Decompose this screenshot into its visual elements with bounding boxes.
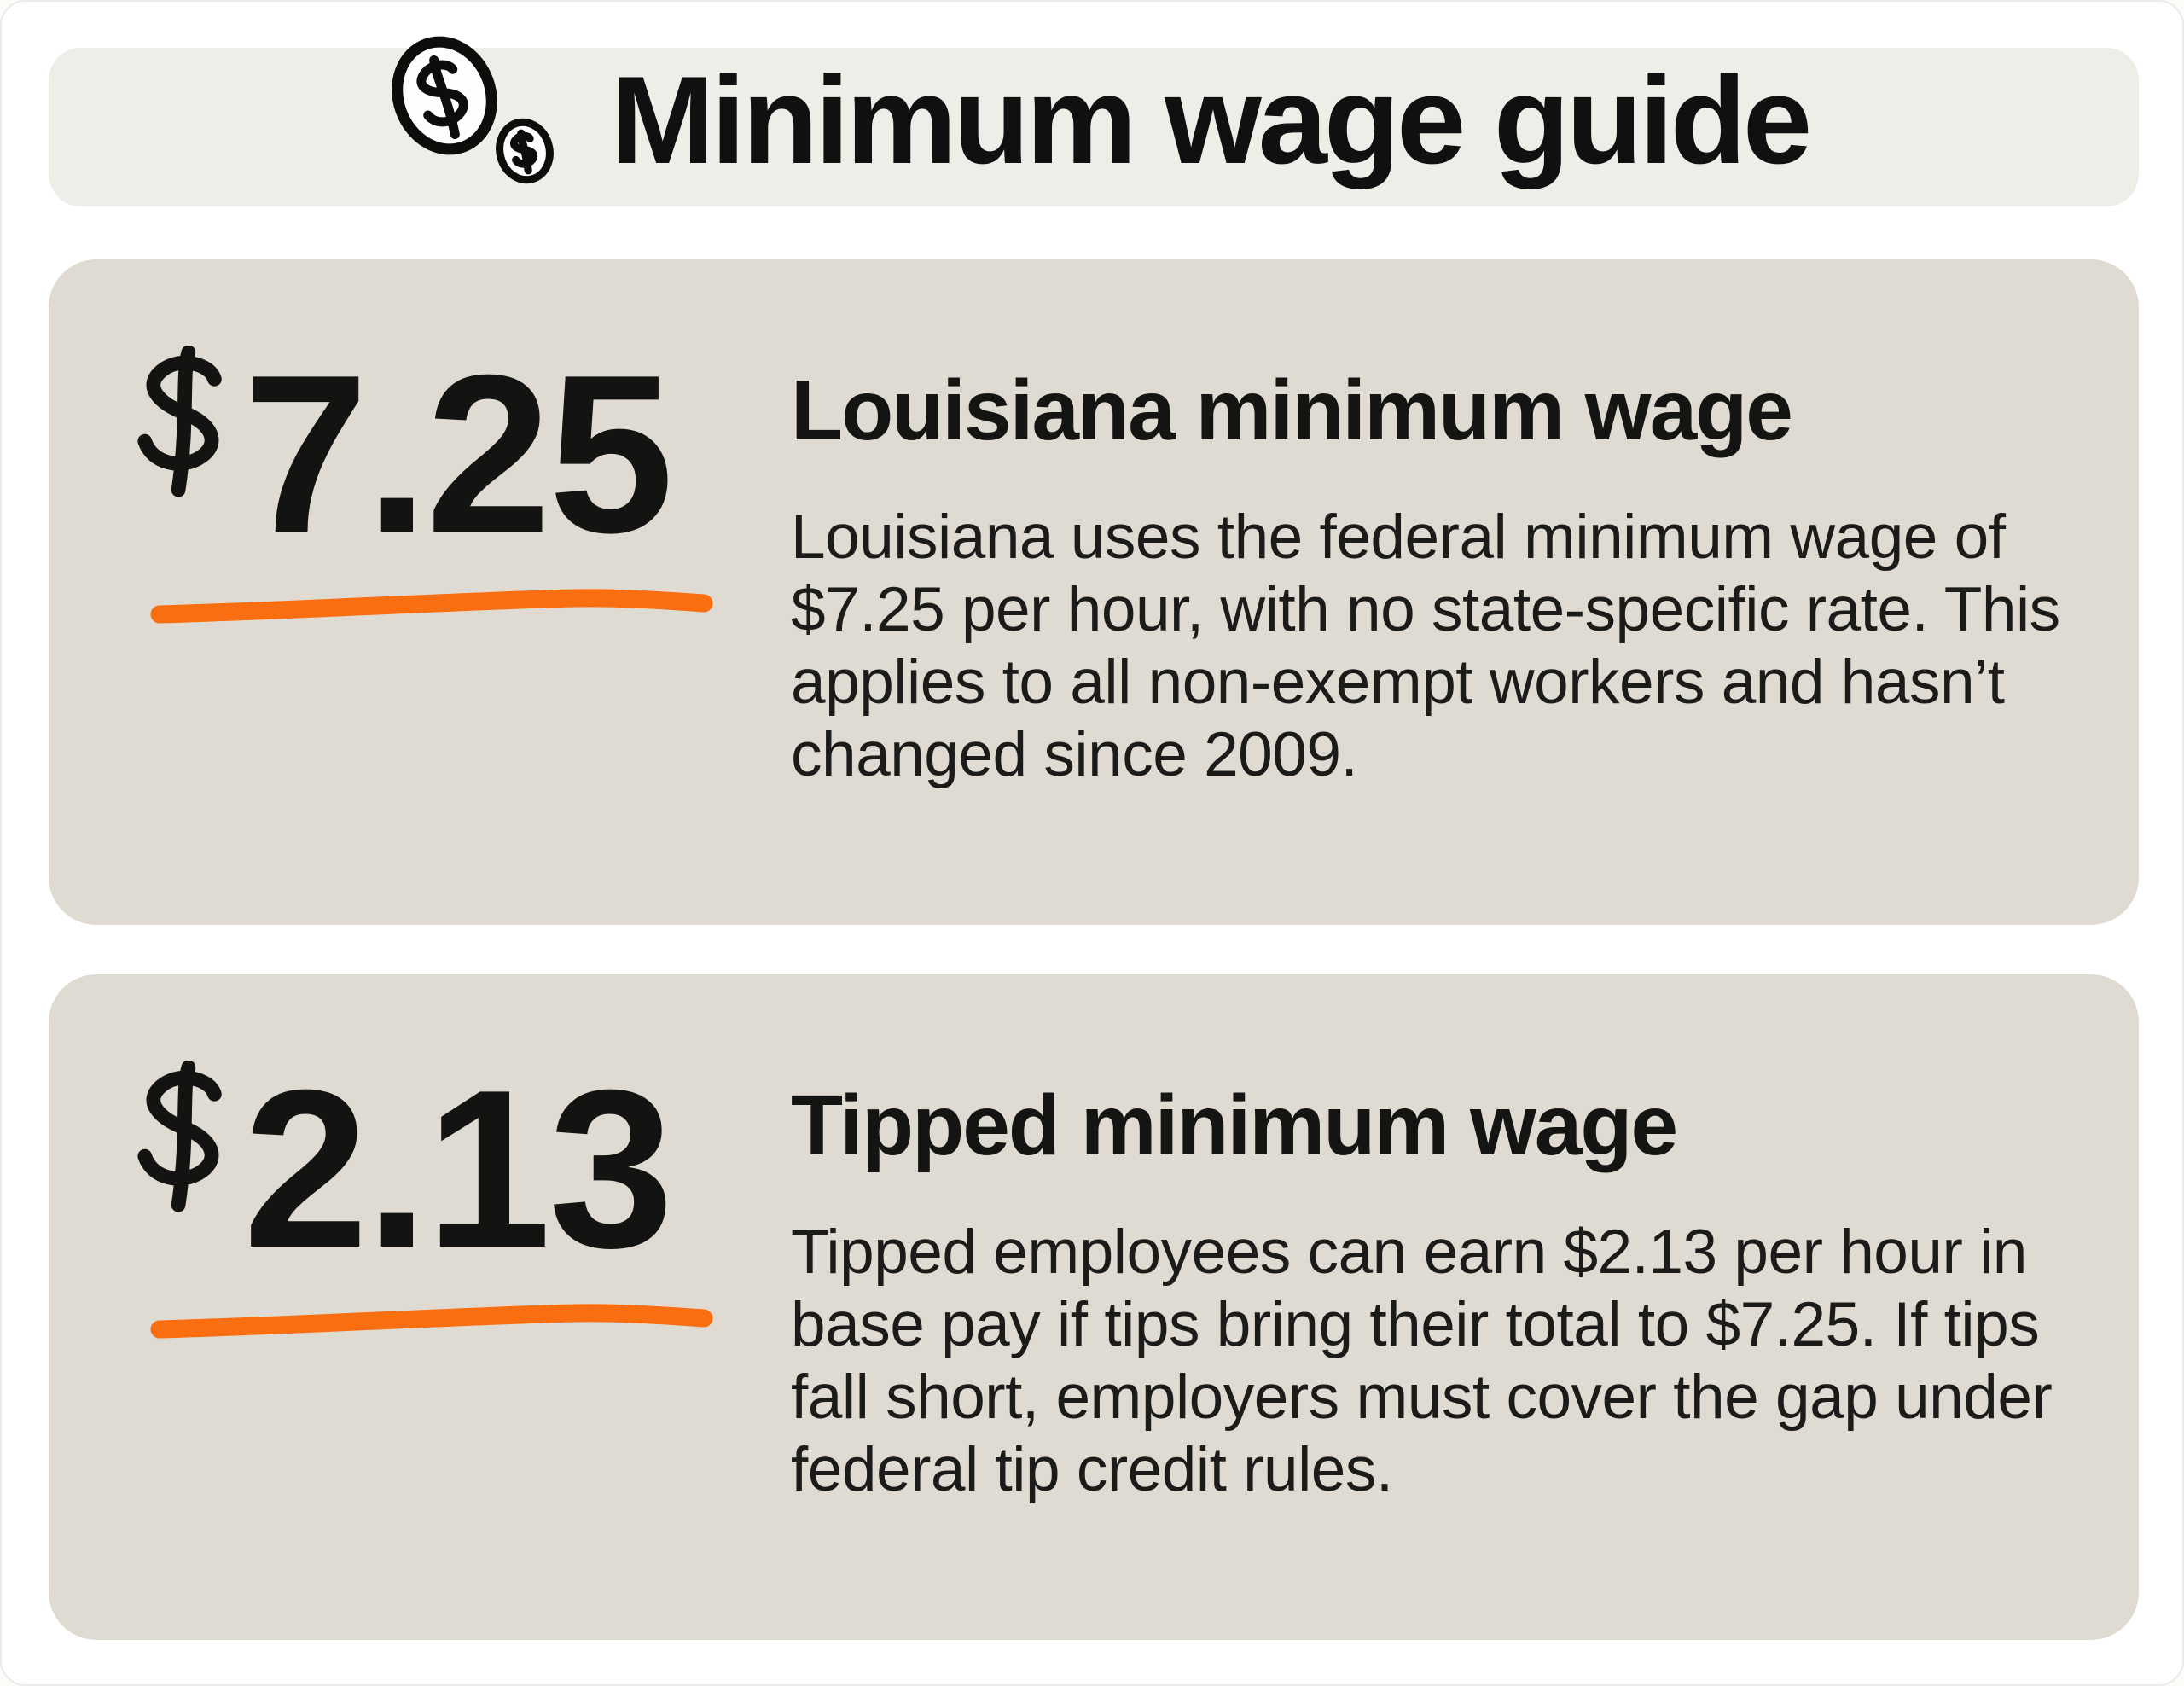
card-body-text: Tipped employees can earn $2.13 per hour… — [791, 1218, 2053, 1504]
header-banner: Minimum wage guide — [49, 36, 2139, 206]
card-heading: Tipped minimum wage — [791, 1078, 1678, 1173]
page-title: Minimum wage guide — [610, 50, 1812, 189]
rate-amount-lockup: 7.25 — [132, 341, 781, 627]
amount-underline-stroke — [150, 1304, 713, 1339]
dollar-coins-icon — [392, 36, 554, 184]
dollar-sign-doodle-icon — [137, 346, 222, 497]
amount-underline-stroke — [150, 589, 713, 624]
card-text-column: Louisiana minimum wage Louisiana uses th… — [791, 259, 2122, 791]
card-text-column: Tipped minimum wage Tipped employees can… — [791, 974, 2122, 1506]
rate-amount-lockup: 2.13 — [132, 1056, 781, 1342]
card-body-text: Louisiana uses the federal minimum wage … — [791, 503, 2060, 789]
rate-amount: 7.25 — [243, 328, 674, 579]
rate-card-tipped: 2.13 Tipped minimum wage Tipped employee… — [49, 974, 2139, 1640]
dollar-sign-doodle-icon — [137, 1061, 222, 1212]
rate-card-louisiana: 7.25 Louisiana minimum wage Louisiana us… — [49, 259, 2139, 925]
rate-amount: 2.13 — [243, 1043, 674, 1294]
card-heading: Louisiana minimum wage — [791, 363, 1793, 458]
